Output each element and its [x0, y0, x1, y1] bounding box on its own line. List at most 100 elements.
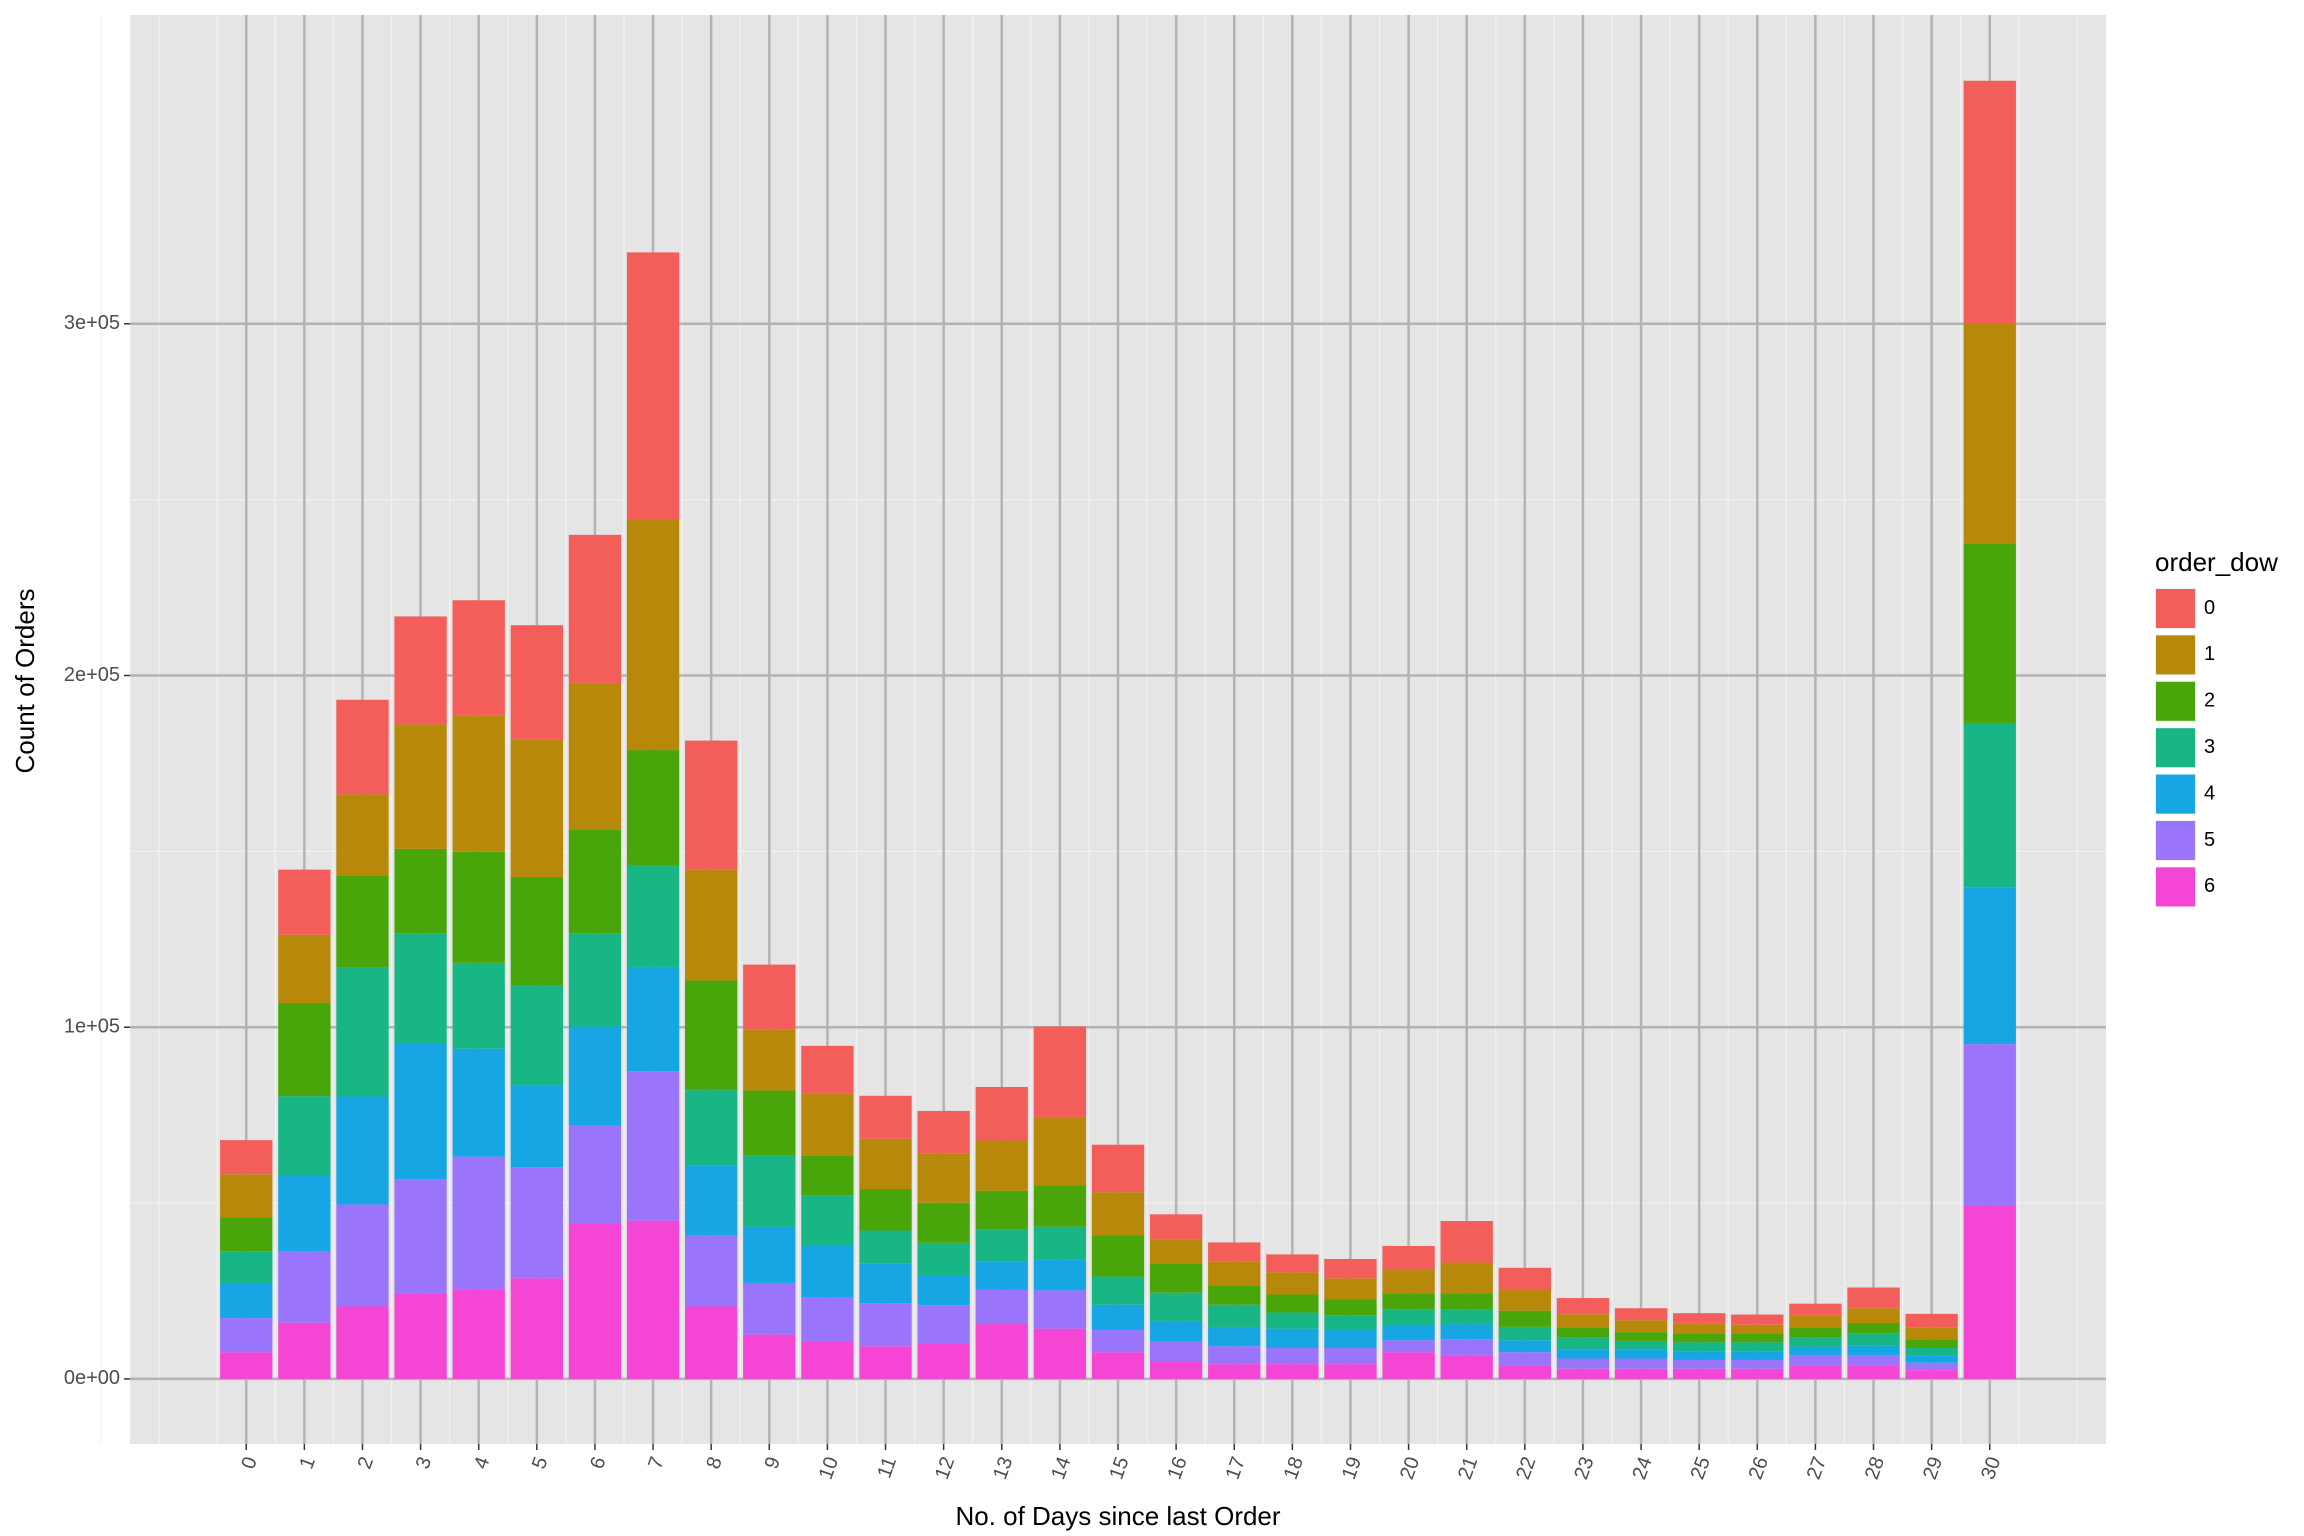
bar-segment: [1905, 1355, 1958, 1363]
x-tick-label: 16: [1163, 1454, 1191, 1482]
bar-segment: [1731, 1368, 1784, 1379]
bar-segment: [1556, 1358, 1610, 1369]
bar-segment: [278, 1322, 331, 1379]
bar-segment: [917, 1275, 970, 1306]
bar-segment: [1614, 1332, 1668, 1341]
x-tick-label: 4: [470, 1454, 494, 1472]
bar-segment: [1847, 1287, 1900, 1309]
bar-segment: [1905, 1327, 1958, 1340]
bar-segment: [568, 1026, 622, 1126]
bar-segment: [801, 1297, 854, 1343]
bar-segment: [626, 252, 680, 520]
legend-swatch: [2156, 821, 2195, 860]
bar-segment: [336, 794, 389, 876]
bar-segment: [1382, 1245, 1435, 1270]
bar-segment: [1614, 1320, 1668, 1333]
bar-segment: [1905, 1347, 1958, 1356]
bar-segment: [626, 519, 680, 751]
bar-segment: [1091, 1352, 1145, 1379]
bar-segment: [1905, 1370, 1958, 1379]
x-tick-label: 20: [1396, 1454, 1424, 1482]
x-tick-label: 25: [1687, 1454, 1715, 1482]
bar-segment: [1673, 1359, 1726, 1369]
legend-swatch: [2156, 635, 2195, 675]
y-tick-label: 1e+05: [64, 1016, 120, 1038]
bar-segment: [975, 1087, 1028, 1141]
x-tick-label: 19: [1338, 1454, 1366, 1482]
bar-segment: [1789, 1365, 1842, 1379]
bar-segment: [336, 699, 389, 795]
bar-segment: [510, 625, 563, 740]
x-tick-label: 21: [1454, 1454, 1482, 1482]
bar-segment: [859, 1346, 912, 1379]
bar-segment: [801, 1342, 854, 1379]
x-tick-label: 17: [1222, 1454, 1250, 1482]
legend-label: 1: [2204, 643, 2215, 665]
x-tick-label: 0: [237, 1454, 261, 1472]
bar-segment: [917, 1202, 970, 1243]
bar-segment: [801, 1155, 854, 1196]
bar-segment: [1847, 1323, 1900, 1334]
bar-segment: [1731, 1351, 1784, 1360]
bar-segment: [743, 1282, 796, 1335]
bar-segment: [1498, 1352, 1551, 1366]
x-tick-label: 30: [1977, 1454, 2005, 1482]
bar-segment: [1731, 1324, 1784, 1334]
bar-segment: [1963, 543, 2016, 723]
bar-segment: [510, 985, 563, 1086]
bar-segment: [859, 1303, 912, 1347]
bar-segment: [1324, 1330, 1377, 1348]
bar-segment: [568, 933, 622, 1027]
bar-segment: [510, 877, 563, 986]
bar-segment: [1266, 1272, 1319, 1295]
bar-segment: [743, 1226, 796, 1283]
bar-segment: [452, 715, 505, 852]
legend-label: 5: [2204, 829, 2215, 851]
bar-segment: [1440, 1221, 1493, 1263]
bar-segment: [685, 1165, 738, 1236]
bar-segment: [1033, 1290, 1087, 1329]
bar-segment: [1091, 1276, 1145, 1305]
bar-segment: [1266, 1347, 1319, 1365]
bar-segment: [394, 1293, 447, 1379]
bar-segment: [917, 1153, 970, 1203]
bar-segment: [1905, 1339, 1958, 1348]
bar-segment: [1498, 1289, 1551, 1311]
bar-segment: [975, 1140, 1028, 1191]
bar-segment: [1556, 1327, 1610, 1338]
bar-segment: [1498, 1340, 1551, 1353]
bar-segment: [278, 869, 331, 935]
bar-segment: [220, 1174, 273, 1218]
bar-segment: [859, 1263, 912, 1304]
bar-segment: [1673, 1368, 1726, 1379]
x-tick-label: 29: [1919, 1454, 1947, 1482]
bar-segment: [510, 739, 563, 878]
x-tick-label: 27: [1803, 1454, 1831, 1482]
bar-segment: [743, 964, 796, 1030]
bar-segment: [1033, 1328, 1087, 1379]
bar-segment: [452, 962, 505, 1049]
bar-segment: [278, 1251, 331, 1323]
bar-segment: [626, 1220, 680, 1379]
bar-segment: [1673, 1342, 1726, 1352]
bar-segment: [1033, 1185, 1087, 1227]
bar-segment: [1208, 1326, 1261, 1347]
bar-segment: [1033, 1259, 1087, 1291]
bar-segment: [1208, 1242, 1261, 1262]
bar-segment: [1149, 1341, 1203, 1361]
bar-segment: [1440, 1339, 1493, 1356]
bar-segment: [1033, 1226, 1087, 1260]
legend-label: 0: [2204, 597, 2215, 619]
legend-label: 3: [2204, 736, 2215, 758]
bar-segment: [1324, 1299, 1377, 1316]
bar-segment: [1556, 1337, 1610, 1350]
bar-segment: [1731, 1342, 1784, 1352]
bar-segment: [1556, 1298, 1610, 1315]
bar-segment: [1847, 1365, 1900, 1379]
bar-segment: [1208, 1346, 1261, 1365]
bar-segment: [685, 869, 738, 981]
bar-segment: [1789, 1327, 1842, 1338]
legend-swatch: [2156, 728, 2195, 768]
x-tick-label: 18: [1280, 1454, 1308, 1482]
bar-segment: [510, 1167, 563, 1279]
